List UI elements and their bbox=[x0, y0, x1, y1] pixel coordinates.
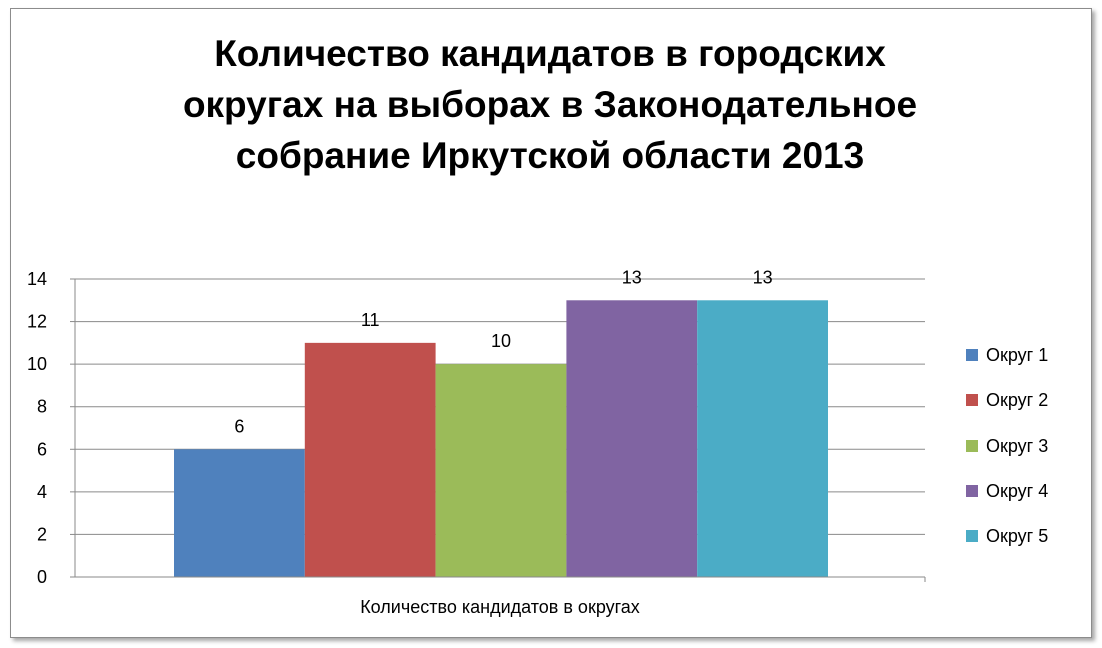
y-tick-label: 2 bbox=[37, 524, 47, 544]
bar bbox=[697, 300, 828, 577]
y-tick-label: 8 bbox=[37, 397, 47, 417]
legend-label: Округ 4 bbox=[986, 480, 1049, 501]
x-axis-category-label: Количество кандидатов в округах bbox=[360, 597, 640, 617]
legend-item: Округ 5 bbox=[966, 524, 1086, 569]
legend-item: Округ 1 bbox=[966, 343, 1086, 388]
y-tick-label: 10 bbox=[27, 354, 47, 374]
bar-value-label: 6 bbox=[234, 416, 244, 436]
bar bbox=[435, 364, 567, 577]
legend-label: Округ 5 bbox=[986, 526, 1049, 547]
legend-swatch bbox=[966, 439, 978, 452]
legend-swatch bbox=[966, 530, 978, 543]
legend-item: Округ 2 bbox=[966, 388, 1086, 433]
legend-label: Округ 2 bbox=[986, 390, 1049, 411]
y-tick-label: 0 bbox=[37, 567, 47, 587]
y-tick-label: 4 bbox=[37, 482, 47, 502]
bars bbox=[174, 300, 828, 577]
y-tick-label: 14 bbox=[27, 269, 47, 289]
bar bbox=[566, 300, 698, 577]
bar-value-label: 10 bbox=[491, 331, 511, 351]
bar-value-label: 13 bbox=[753, 267, 773, 287]
legend-swatch bbox=[966, 394, 978, 407]
legend-item: Округ 4 bbox=[966, 479, 1086, 524]
legend-label: Округ 3 bbox=[986, 435, 1049, 456]
axes: 0 2 4 6 8 10 12 14 bbox=[27, 269, 926, 587]
bar-value-label: 11 bbox=[361, 310, 380, 330]
legend: Округ 1 Округ 2 Округ 3 Округ 4 Округ 5 bbox=[966, 343, 1086, 569]
legend-swatch bbox=[966, 484, 978, 497]
data-labels: 6 11 10 13 13 bbox=[234, 267, 772, 436]
bar bbox=[304, 342, 436, 577]
bar bbox=[174, 449, 305, 577]
legend-item: Округ 3 bbox=[966, 434, 1086, 479]
legend-label: Округ 1 bbox=[986, 345, 1049, 365]
y-tick-label: 12 bbox=[27, 312, 47, 332]
chart-title: Количество кандидатов в городских округа… bbox=[182, 33, 918, 176]
y-tick-label: 6 bbox=[37, 439, 47, 459]
bar-value-label: 13 bbox=[622, 267, 642, 287]
legend-swatch bbox=[966, 349, 978, 361]
